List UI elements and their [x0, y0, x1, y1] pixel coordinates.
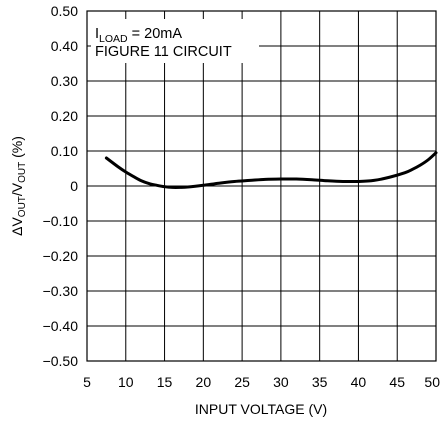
x-tick-label-6: 35	[312, 374, 328, 390]
x-tick-label-2: 15	[157, 374, 173, 390]
annotation-background	[91, 19, 259, 63]
y-axis-title-sub1: OUT	[17, 196, 28, 217]
x-tick-label-5: 30	[273, 374, 289, 390]
y-axis-title-sub2: OUT	[17, 162, 28, 183]
y-tick-label-1: 0.40	[51, 38, 78, 54]
y-axis-title: ΔVOUT/VOUT (%)	[9, 136, 28, 236]
y-tick-label-0: 0.50	[51, 3, 78, 19]
y-tick-labels: 0.50 0.40 0.30 0.20 0.10 0 −0.10 −0.20 −0.30 −0.4…	[43, 3, 79, 369]
y-tick-label-2: 0.30	[51, 73, 78, 89]
load-current-value: = 20mA	[128, 26, 183, 42]
series-layer	[104, 151, 438, 189]
y-tick-label-9: −0.40	[43, 318, 79, 334]
y-axis-title-prefix: ΔV	[9, 217, 25, 236]
series-line-0	[104, 151, 438, 189]
x-tick-labels: 5 10 15 20 25 30 35 40 45 50	[83, 374, 440, 390]
y-tick-label-6: −0.10	[43, 213, 79, 229]
circuit-annotation: FIGURE 11 CIRCUIT	[95, 44, 232, 60]
load-current-annotation: ILOAD = 20mA	[95, 26, 182, 45]
grid	[86, 10, 437, 362]
y-tick-label-7: −0.20	[43, 248, 79, 264]
x-tick-label-1: 10	[118, 374, 134, 390]
x-tick-label-9: 50	[424, 374, 440, 390]
x-tick-label-4: 25	[234, 374, 250, 390]
y-tick-label-3: 0.20	[51, 108, 78, 124]
x-tick-label-0: 5	[83, 374, 91, 390]
y-tick-label-10: −0.50	[43, 353, 79, 369]
x-tick-label-7: 40	[351, 374, 367, 390]
y-axis-title-suffix: (%)	[9, 136, 25, 162]
x-tick-label-8: 45	[389, 374, 405, 390]
x-tick-label-3: 20	[196, 374, 212, 390]
plot-frame	[86, 10, 437, 362]
y-tick-label-8: −0.30	[43, 283, 79, 299]
x-axis-title: INPUT VOLTAGE (V)	[195, 401, 327, 417]
y-axis-title-mid: /V	[9, 182, 25, 196]
y-tick-label-4: 0.10	[51, 143, 78, 159]
load-current-subscript: LOAD	[99, 33, 128, 45]
load-current-prefix: I	[95, 26, 99, 42]
y-tick-label-5: 0	[70, 178, 78, 194]
